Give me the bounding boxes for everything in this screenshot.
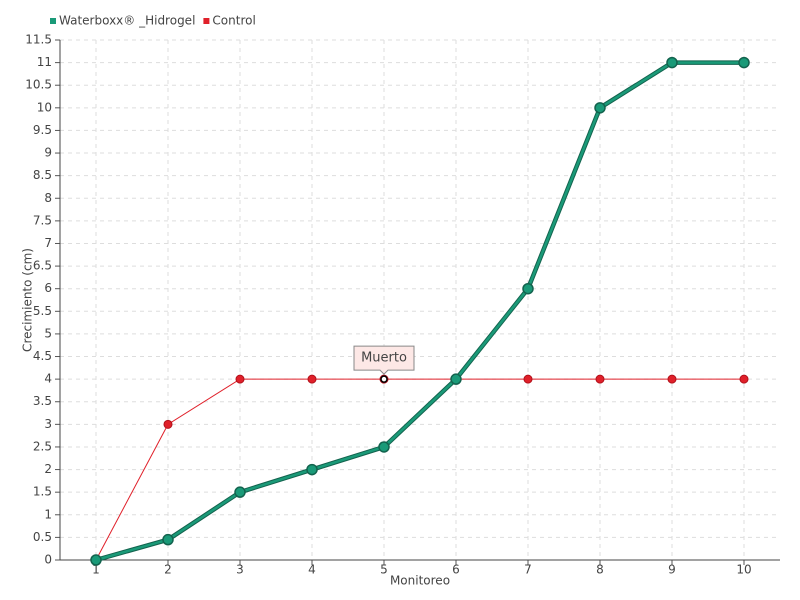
data-point xyxy=(378,441,390,453)
y-tick-label: 0.5 xyxy=(33,530,52,544)
y-tick-label: 4 xyxy=(44,372,52,386)
y-tick-label: 5 xyxy=(44,326,52,340)
y-tick-label: 10 xyxy=(37,100,52,114)
series-line xyxy=(95,378,744,561)
x-tick-label: 10 xyxy=(736,563,751,577)
y-tick-label: 7.5 xyxy=(33,213,52,227)
data-point xyxy=(739,374,749,384)
data-point xyxy=(307,374,317,384)
y-tick-label: 9.5 xyxy=(33,123,52,137)
y-tick-label: 8 xyxy=(44,191,52,205)
data-point xyxy=(162,533,174,546)
x-axis-label: Monitoreo xyxy=(390,574,450,588)
data-point xyxy=(235,374,245,384)
y-tick-label: 11.5 xyxy=(25,33,52,47)
y-tick-label: 5.5 xyxy=(33,304,52,318)
data-point xyxy=(523,374,533,384)
x-tick-label: 5 xyxy=(380,563,388,577)
data-point xyxy=(667,374,677,384)
y-tick-label: 2 xyxy=(44,462,52,476)
data-point xyxy=(90,554,102,566)
data-point xyxy=(738,56,750,69)
y-tick-label: 1.5 xyxy=(33,485,52,499)
y-tick-label: 0 xyxy=(44,553,52,567)
y-tick-label: 11 xyxy=(37,55,52,69)
y-tick-label: 3 xyxy=(44,417,52,431)
legend-swatch xyxy=(203,18,210,24)
data-point xyxy=(666,56,678,69)
x-tick-label: 4 xyxy=(308,563,316,577)
x-tick-label: 9 xyxy=(668,563,676,577)
y-tick-label: 4.5 xyxy=(33,349,52,363)
data-point xyxy=(595,374,605,384)
annotation-text: Muerto xyxy=(361,351,407,366)
annotation-point xyxy=(380,375,388,383)
y-tick-label: 7 xyxy=(44,236,52,250)
y-tick-label: 9 xyxy=(44,146,52,160)
x-tick-label: 2 xyxy=(164,563,172,577)
x-tick-label: 3 xyxy=(236,563,244,577)
legend-label: Waterboxx® _Hidrogel xyxy=(59,14,195,28)
data-point xyxy=(306,463,318,476)
x-tick-label: 8 xyxy=(596,563,604,577)
x-tick-label: 6 xyxy=(452,563,460,577)
legend-label: Control xyxy=(212,14,255,28)
y-tick-label: 1 xyxy=(44,507,52,521)
annotation-box xyxy=(353,345,415,375)
data-point xyxy=(450,373,462,385)
y-tick-label: 8.5 xyxy=(33,168,52,182)
y-tick-label: 3.5 xyxy=(33,394,52,408)
y-tick-label: 2.5 xyxy=(33,439,52,453)
data-point xyxy=(234,486,246,498)
y-axis-label: Crecimiento (cm) xyxy=(21,248,35,352)
data-point xyxy=(522,282,534,295)
legend-swatch xyxy=(50,18,56,24)
y-tick-label: 6 xyxy=(44,281,52,295)
x-tick-label: 7 xyxy=(524,563,532,577)
series-line xyxy=(95,61,744,562)
y-tick-label: 10.5 xyxy=(25,78,52,92)
x-tick-label: 1 xyxy=(92,563,100,577)
data-point xyxy=(163,419,173,429)
y-tick-label: 6.5 xyxy=(33,259,52,273)
data-point xyxy=(594,102,606,114)
